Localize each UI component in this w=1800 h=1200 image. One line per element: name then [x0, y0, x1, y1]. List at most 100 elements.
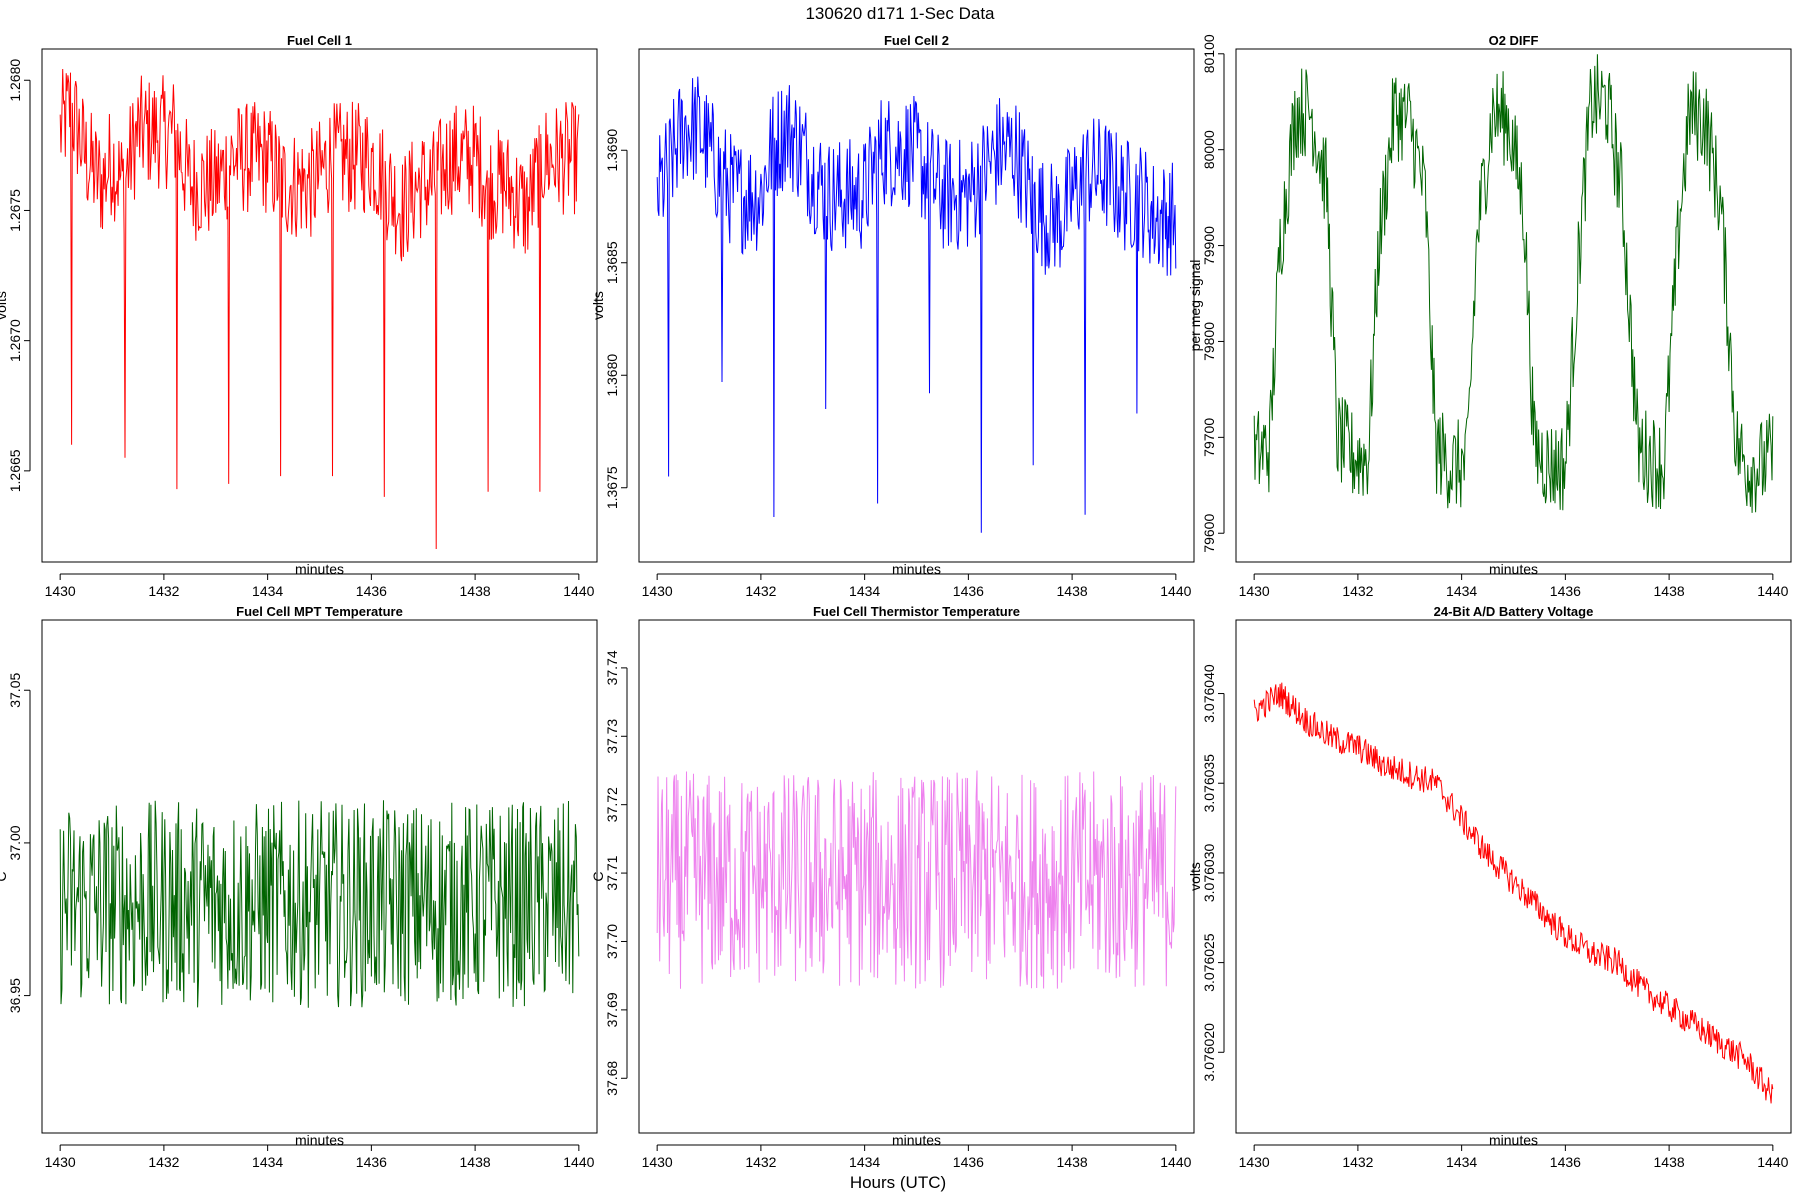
y-tick-label: 79700 [1201, 418, 1217, 457]
x-tick-label: 1440 [1757, 1154, 1788, 1170]
y-axis-label: volts [1187, 862, 1203, 891]
x-tick-label: 1440 [1160, 1154, 1191, 1170]
x-tick-label: 1434 [1446, 1154, 1477, 1170]
y-tick-label: 1.3675 [604, 466, 620, 509]
plot-frame [638, 619, 1195, 1134]
plot-frame [638, 48, 1195, 563]
x-tick-label: 1434 [849, 583, 880, 599]
x-tick-label: 1430 [45, 1154, 76, 1170]
panel-4: Fuel Cell MPT Temperature 1430 1432 1434 143… [0, 604, 598, 1170]
y-tick-label: 1.3680 [604, 354, 620, 397]
y-tick-label: 3.076040 [1201, 664, 1217, 723]
x-tick-label: 1438 [460, 583, 491, 599]
y-axis-label: C [590, 871, 606, 881]
y-axis-label: C [0, 871, 9, 881]
series-line [656, 76, 1177, 533]
x-axis-label: minutes [295, 561, 344, 577]
x-tick-label: 1438 [460, 1154, 491, 1170]
y-tick-label: 3.076020 [1201, 1023, 1217, 1082]
x-tick-label: 1432 [1342, 583, 1373, 599]
x-tick-label: 1440 [1757, 583, 1788, 599]
figure-xlabel: Hours (UTC) [850, 1173, 946, 1192]
y-tick-label: 37.69 [604, 992, 620, 1027]
y-axis-label: volts [0, 291, 9, 320]
y-tick-label: 37.74 [604, 650, 620, 685]
series-line [1253, 54, 1774, 513]
y-tick-label: 3.076030 [1201, 844, 1217, 903]
y-tick-label: 79900 [1201, 226, 1217, 265]
y-tick-label: 1.3690 [604, 129, 620, 172]
y-tick-label: 36.95 [7, 978, 23, 1013]
series-line [656, 770, 1177, 989]
y-tick-label: 1.2665 [7, 449, 23, 492]
y-axis-label: per meg signal [1187, 260, 1203, 352]
x-tick-label: 1436 [1550, 583, 1581, 599]
x-tick-label: 1434 [252, 583, 283, 599]
plot-frame [1235, 48, 1792, 563]
y-tick-label: 37.68 [604, 1061, 620, 1096]
x-tick-label: 1438 [1654, 583, 1685, 599]
y-tick-label: 1.2670 [7, 319, 23, 362]
x-tick-label: 1434 [1446, 583, 1477, 599]
panel-title: Fuel Cell Thermistor Temperature [813, 604, 1020, 619]
x-tick-label: 1432 [1342, 1154, 1373, 1170]
panel-title: Fuel Cell 2 [884, 33, 949, 48]
x-axis-label: minutes [295, 1132, 344, 1148]
plot-frame [1235, 619, 1792, 1134]
x-tick-label: 1430 [1239, 583, 1270, 599]
panel-3: O2 DIFF 1430 1432 1434 1436 1438 1440 minutes 79… [1187, 33, 1792, 599]
x-tick-label: 1434 [252, 1154, 283, 1170]
y-tick-label: 37.72 [604, 787, 620, 822]
x-tick-label: 1438 [1057, 583, 1088, 599]
x-tick-label: 1436 [953, 583, 984, 599]
x-tick-label: 1440 [1160, 583, 1191, 599]
y-tick-label: 1.2680 [7, 59, 23, 102]
x-tick-label: 1430 [45, 583, 76, 599]
x-tick-label: 1430 [642, 1154, 673, 1170]
x-tick-label: 1432 [148, 583, 179, 599]
panel-title: 24-Bit A/D Battery Voltage [1434, 604, 1594, 619]
x-tick-label: 1436 [1550, 1154, 1581, 1170]
x-axis-label: minutes [892, 561, 941, 577]
panel-2: Fuel Cell 2 1430 1432 1434 1436 1438 1440 minut… [590, 33, 1195, 599]
series-line [1253, 682, 1774, 1104]
y-tick-label: 3.076025 [1201, 933, 1217, 992]
x-tick-label: 1432 [745, 583, 776, 599]
series-line [59, 68, 580, 550]
x-axis-label: minutes [1489, 561, 1538, 577]
y-tick-label: 37.00 [7, 825, 23, 860]
panel-title: Fuel Cell MPT Temperature [236, 604, 403, 619]
figure-title: 130620 d171 1-Sec Data [805, 4, 995, 23]
series-line [59, 800, 580, 1008]
y-tick-label: 1.3685 [604, 241, 620, 284]
x-tick-label: 1438 [1057, 1154, 1088, 1170]
x-axis-label: minutes [892, 1132, 941, 1148]
y-tick-label: 37.05 [7, 673, 23, 708]
x-tick-label: 1436 [356, 583, 387, 599]
plot-frame [41, 619, 598, 1134]
y-tick-label: 79600 [1201, 514, 1217, 553]
x-tick-label: 1430 [1239, 1154, 1270, 1170]
panel-6: 24-Bit A/D Battery Voltage 1430 1432 1434 14… [1187, 604, 1792, 1170]
x-tick-label: 1432 [148, 1154, 179, 1170]
x-tick-label: 1440 [563, 583, 594, 599]
x-tick-label: 1434 [849, 1154, 880, 1170]
y-tick-label: 80100 [1201, 34, 1217, 73]
panel-1: Fuel Cell 1 1430 1432 1434 1436 1438 1440 minut… [0, 33, 598, 599]
x-tick-label: 1440 [563, 1154, 594, 1170]
x-tick-label: 1436 [953, 1154, 984, 1170]
y-axis-label: volts [590, 291, 606, 320]
x-axis-label: minutes [1489, 1132, 1538, 1148]
y-tick-label: 37.73 [604, 719, 620, 754]
plot-frame [41, 48, 598, 563]
y-tick-label: 37.70 [604, 924, 620, 959]
x-tick-label: 1438 [1654, 1154, 1685, 1170]
x-tick-label: 1432 [745, 1154, 776, 1170]
y-tick-label: 79800 [1201, 322, 1217, 361]
panels: Fuel Cell 1 1430 1432 1434 1436 1438 1440 minut… [0, 33, 1792, 1170]
x-tick-label: 1430 [642, 583, 673, 599]
y-tick-label: 37.71 [604, 855, 620, 890]
panel-title: Fuel Cell 1 [287, 33, 352, 48]
